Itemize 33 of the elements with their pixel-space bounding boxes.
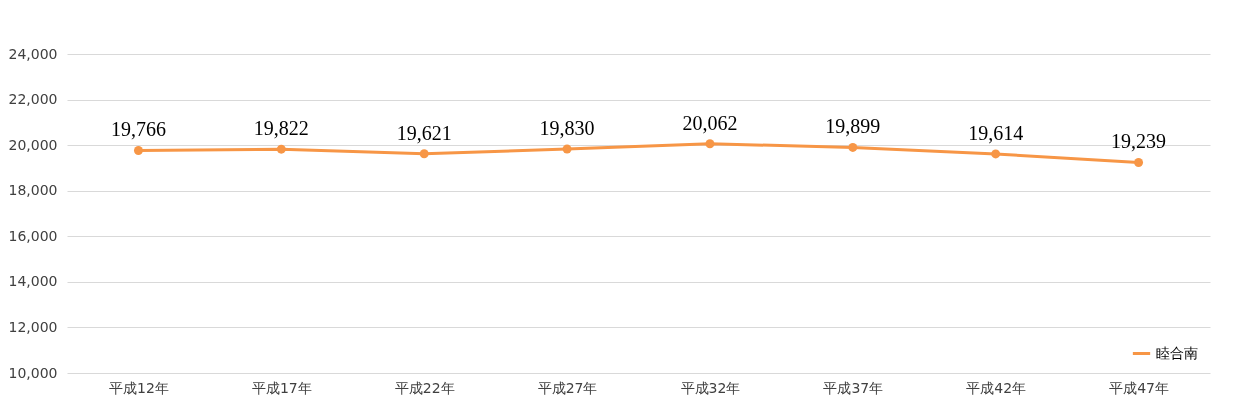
y-tick-label: 24,000 — [8, 45, 58, 62]
point — [705, 139, 715, 149]
y-tick-label: 10,000 — [8, 364, 58, 381]
y-tick-label: 20,000 — [8, 136, 58, 153]
y-tick-label: 22,000 — [8, 91, 58, 108]
y-tick-label: 14,000 — [8, 273, 58, 290]
point — [562, 144, 572, 154]
point — [419, 149, 429, 159]
point — [133, 146, 143, 155]
legend-label: 睦合南 — [1156, 344, 1198, 361]
point — [276, 144, 286, 154]
data-label: 19,766 — [110, 118, 166, 141]
x-tick-label: 平成42年 — [966, 379, 1027, 396]
x-tick-label: 平成32年 — [680, 379, 741, 396]
y-tick-label: 18,000 — [8, 182, 58, 199]
point — [1134, 158, 1144, 167]
x-tick-label: 平成27年 — [537, 379, 598, 396]
data-label: 19,239 — [1111, 130, 1167, 153]
x-tick-label: 平成22年 — [394, 379, 455, 396]
data-label: 19,830 — [539, 117, 595, 140]
data-label: 19,621 — [396, 121, 452, 144]
x-tick-label: 平成17年 — [251, 379, 312, 396]
data-label: 19,614 — [968, 121, 1024, 144]
point — [991, 149, 1001, 159]
x-tick-label: 平成47年 — [1109, 379, 1169, 396]
y-tick-label: 16,000 — [8, 227, 58, 244]
data-label: 20,062 — [682, 111, 738, 134]
x-tick-label: 平成12年 — [109, 379, 169, 396]
data-label: 19,822 — [253, 117, 309, 140]
data-label: 19,899 — [825, 115, 881, 138]
x-tick-label: 平成37年 — [823, 379, 884, 396]
point — [848, 142, 858, 152]
y-tick-label: 12,000 — [8, 318, 58, 335]
